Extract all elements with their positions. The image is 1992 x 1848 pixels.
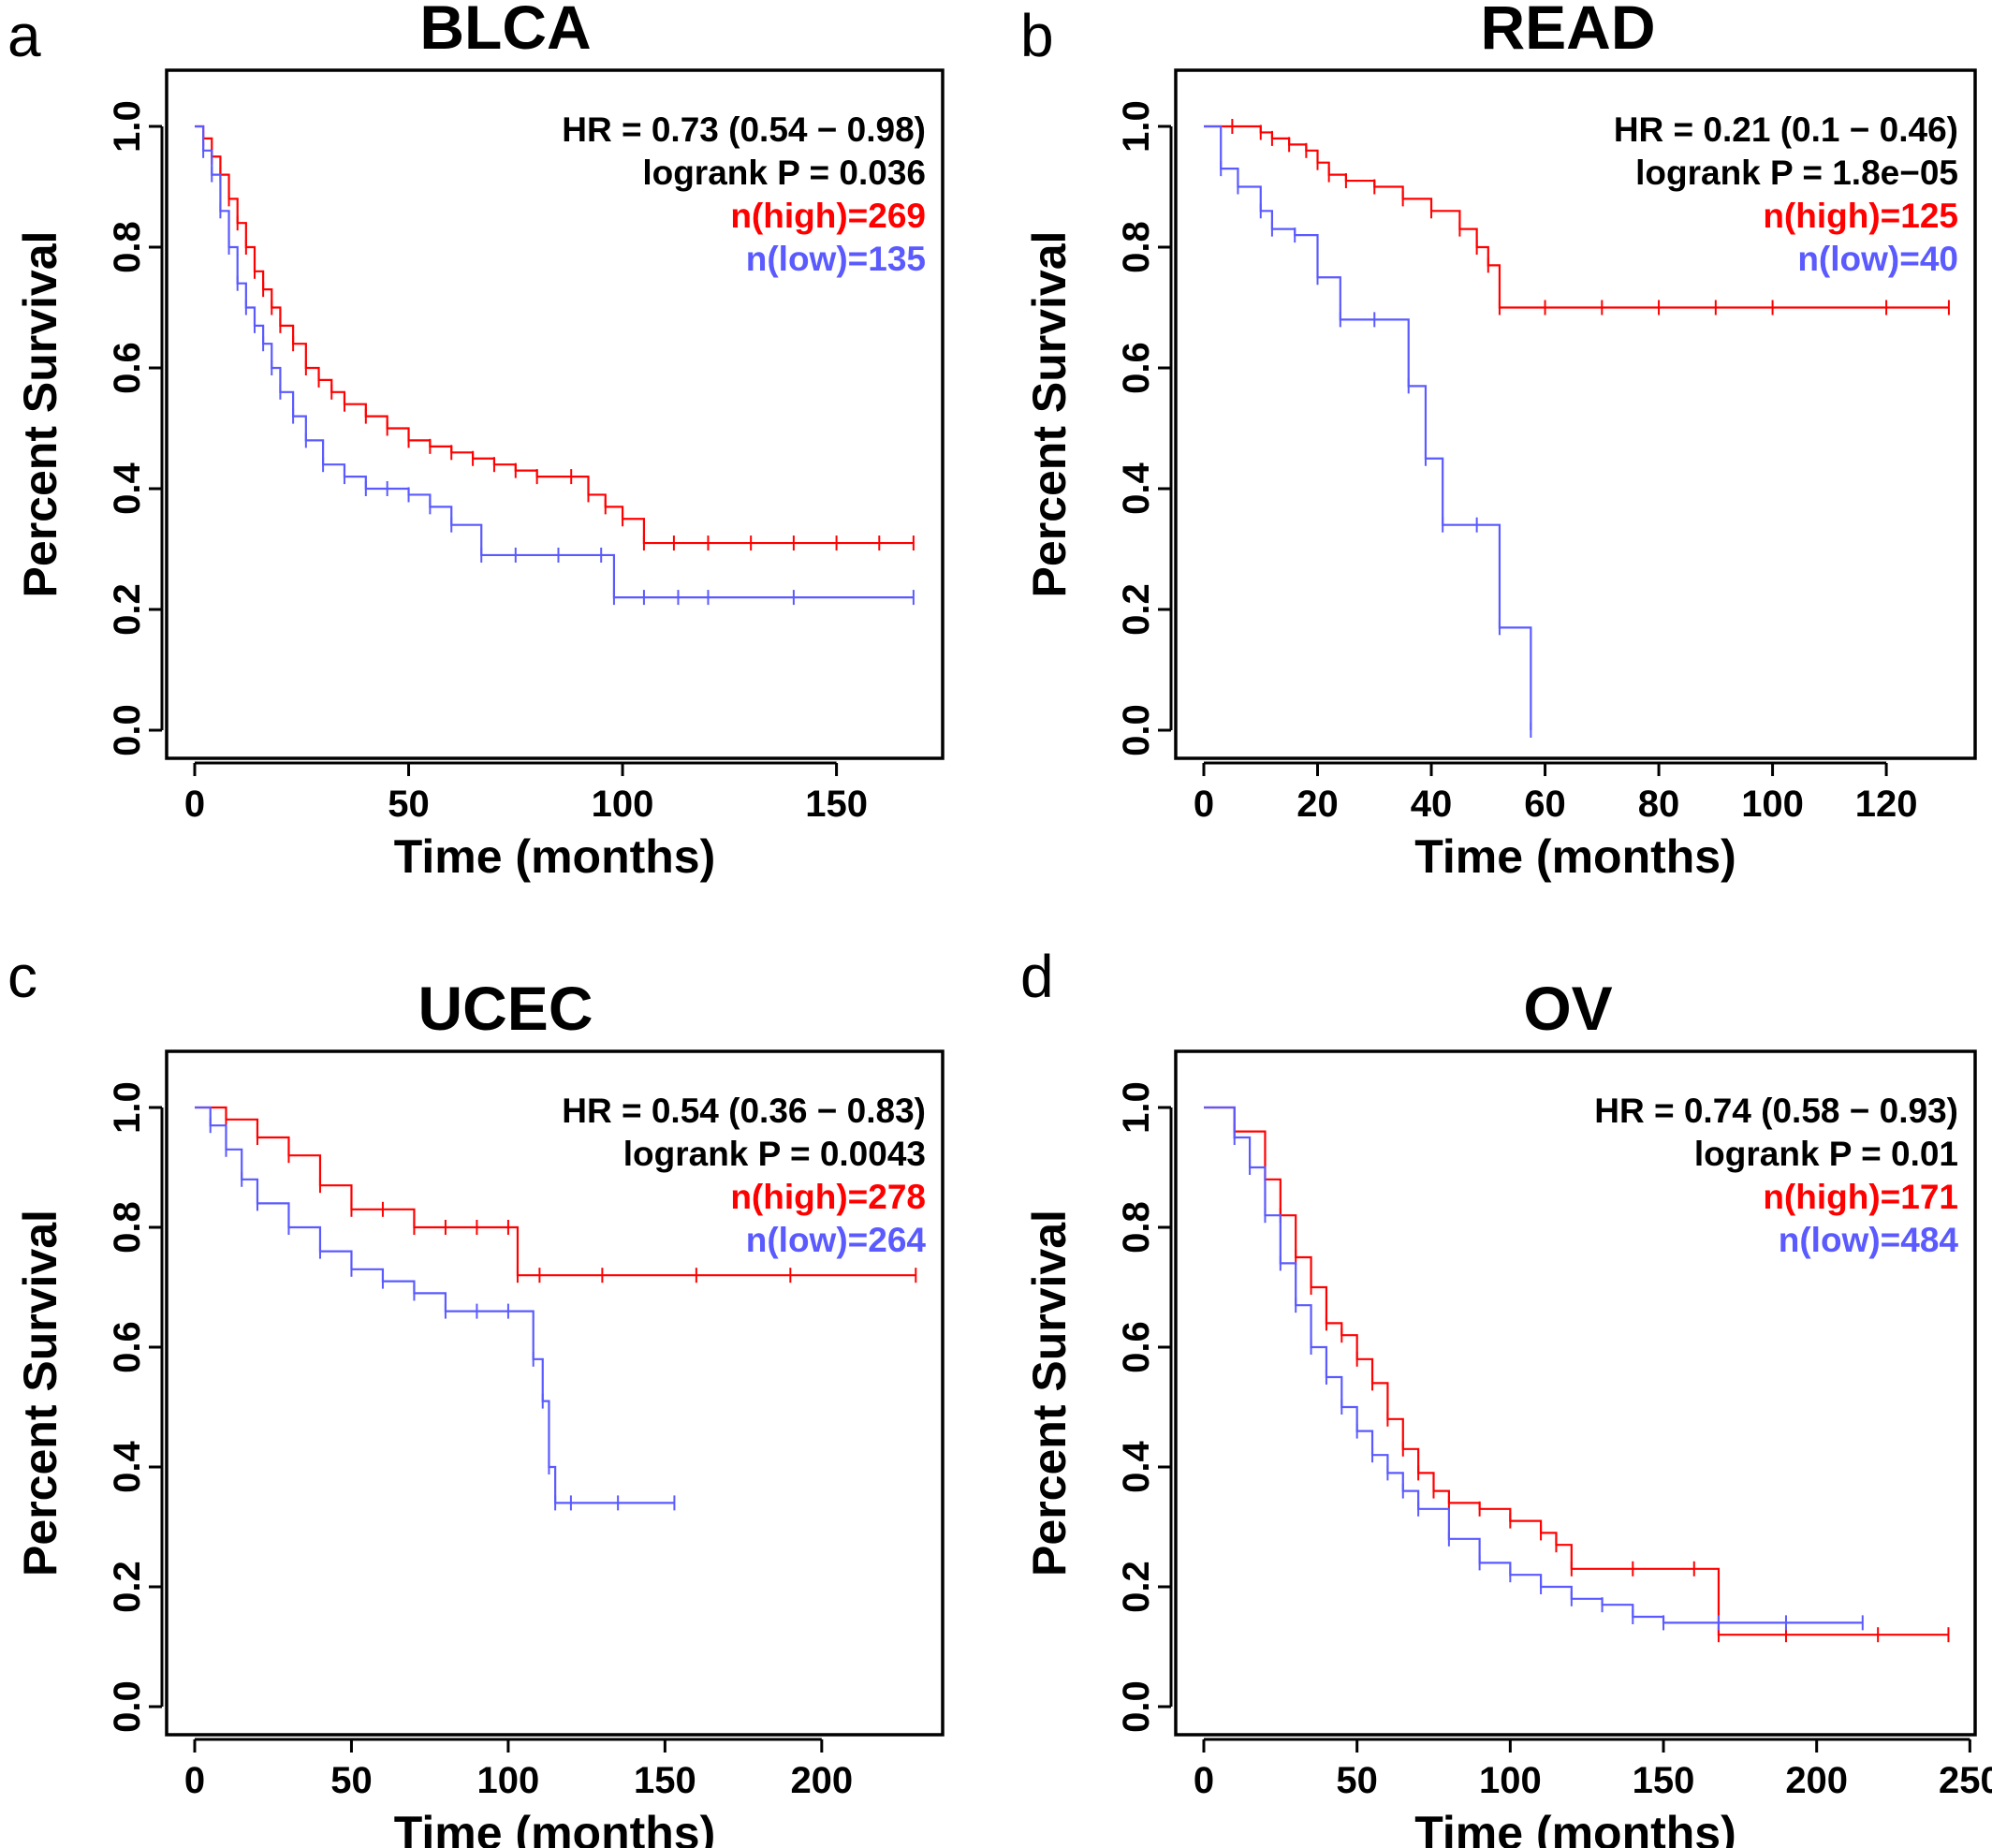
y-tick-label: 0.4 xyxy=(107,1440,148,1492)
curves xyxy=(1204,119,1950,738)
x-tick-label: 120 xyxy=(1855,784,1918,825)
x-tick-label: 60 xyxy=(1524,784,1566,825)
x-tick-label: 200 xyxy=(1785,1760,1848,1801)
logrank-p-label: logrank P = 1.8e−05 xyxy=(1635,154,1958,192)
logrank-p-label: logrank P = 0.0043 xyxy=(623,1135,926,1173)
x-tick-label: 150 xyxy=(634,1760,696,1801)
y-tick-label: 0.2 xyxy=(1116,1561,1157,1613)
y-tick-label: 0.0 xyxy=(107,1680,148,1733)
plot-frame xyxy=(165,68,945,760)
hazard-ratio-label: HR = 0.21 (0.1 − 0.46) xyxy=(1614,110,1958,149)
n-low-label: n(low)=40 xyxy=(1797,240,1958,278)
x-tick-label: 100 xyxy=(477,1760,540,1801)
x-tick-label: 0 xyxy=(184,784,205,825)
panel-a: a BLCA 0.0 0.2 0.4 0.6 0.8 1.0 0 50 100 150 Time (mo… xyxy=(7,0,945,883)
y-tick-label: 0.0 xyxy=(107,704,148,756)
n-high-label: n(high)=171 xyxy=(1763,1178,1958,1216)
hazard-ratio-label: HR = 0.74 (0.58 − 0.93) xyxy=(1594,1092,1958,1130)
x-tick-label: 150 xyxy=(805,784,868,825)
y-tick-label: 0.8 xyxy=(107,221,148,273)
x-tick-label: 0 xyxy=(1194,784,1214,825)
panel-b: b READ 0.0 0.2 0.4 0.6 0.8 1.0 0 20 40 60 80 100 120 Ti… xyxy=(1020,0,1977,883)
panel-title: UCEC xyxy=(417,974,593,1043)
logrank-p-label: logrank P = 0.01 xyxy=(1694,1135,1958,1173)
y-axis-title: Percent Survival xyxy=(1023,1210,1076,1577)
y-tick-label: 0.6 xyxy=(1116,342,1157,394)
n-low-label: n(low)=264 xyxy=(746,1221,927,1259)
x-tick-label: 40 xyxy=(1411,784,1453,825)
x-tick-label: 250 xyxy=(1939,1760,1992,1801)
y-tick-label: 0.6 xyxy=(107,342,148,394)
y-tick-label: 1.0 xyxy=(1116,1081,1157,1134)
x-tick-label: 200 xyxy=(790,1760,853,1801)
hazard-ratio-label: HR = 0.54 (0.36 − 0.83) xyxy=(562,1092,926,1130)
y-tick-label: 0.0 xyxy=(1116,1680,1157,1733)
x-axis-title: Time (months) xyxy=(394,830,716,883)
y-tick-label: 0.4 xyxy=(1116,462,1157,514)
plot-frame xyxy=(165,1049,945,1737)
y-tick-label: 0.2 xyxy=(107,1561,148,1613)
y-tick-label: 1.0 xyxy=(107,100,148,153)
y-tick-label: 0.4 xyxy=(1116,1440,1157,1492)
logrank-p-label: logrank P = 0.036 xyxy=(642,154,926,192)
x-tick-label: 0 xyxy=(184,1760,205,1801)
n-high-label: n(high)=278 xyxy=(730,1178,926,1216)
x-tick-label: 50 xyxy=(388,784,430,825)
y-tick-label: 1.0 xyxy=(1116,100,1157,153)
panel-letter: d xyxy=(1020,943,1054,1010)
panel-letter: a xyxy=(7,2,41,69)
x-tick-label: 150 xyxy=(1633,1760,1695,1801)
panel-letter: c xyxy=(7,943,37,1010)
survival-curve-low xyxy=(195,125,914,599)
y-tick-label: 0.6 xyxy=(1116,1321,1157,1373)
x-tick-label: 50 xyxy=(330,1760,373,1801)
y-tick-label: 0.8 xyxy=(1116,1201,1157,1254)
x-tick-label: 100 xyxy=(1479,1760,1542,1801)
hazard-ratio-label: HR = 0.73 (0.54 − 0.98) xyxy=(562,110,926,149)
n-low-label: n(low)=135 xyxy=(746,240,926,278)
panel-title: READ xyxy=(1480,0,1655,62)
x-axis-title: Time (months) xyxy=(394,1807,716,1848)
panel-d: d OV 0.0 0.2 0.4 0.6 0.8 1.0 0 50 100 150 200 250 Time… xyxy=(1020,943,1992,1848)
y-tick-label: 0.2 xyxy=(107,583,148,636)
survival-curve-low xyxy=(1204,125,1532,730)
panel-title: BLCA xyxy=(419,0,591,62)
panel-letter: b xyxy=(1020,2,1054,69)
x-tick-label: 100 xyxy=(592,784,654,825)
x-axis-title: Time (months) xyxy=(1414,1807,1736,1848)
curves xyxy=(195,1106,917,1511)
n-high-label: n(high)=125 xyxy=(1763,197,1958,235)
y-axis-title: Percent Survival xyxy=(14,1210,66,1577)
y-axis-title: Percent Survival xyxy=(14,231,66,598)
y-axis-title: Percent Survival xyxy=(1023,231,1076,598)
plot-frame xyxy=(1174,68,1977,760)
y-tick-label: 0.6 xyxy=(107,1321,148,1373)
x-tick-label: 0 xyxy=(1194,1760,1214,1801)
y-tick-label: 0.0 xyxy=(1116,704,1157,756)
y-tick-label: 0.4 xyxy=(107,462,148,514)
x-tick-label: 20 xyxy=(1296,784,1339,825)
curves xyxy=(195,125,915,606)
x-axis-title: Time (months) xyxy=(1414,830,1736,883)
y-tick-label: 1.0 xyxy=(107,1081,148,1134)
y-tick-label: 0.8 xyxy=(107,1201,148,1254)
curves xyxy=(1204,1106,1950,1643)
survival-curve-high xyxy=(1204,1106,1949,1636)
x-tick-label: 100 xyxy=(1741,784,1804,825)
y-tick-label: 0.2 xyxy=(1116,583,1157,636)
survival-curve-low xyxy=(195,1106,675,1504)
n-high-label: n(high)=269 xyxy=(730,197,926,235)
panel-c: c UCEC 0.0 0.2 0.4 0.6 0.8 1.0 0 50 100 150 200 Time … xyxy=(7,943,945,1848)
plot-frame xyxy=(1174,1049,1977,1737)
n-low-label: n(low)=484 xyxy=(1779,1221,1959,1259)
x-tick-label: 80 xyxy=(1638,784,1680,825)
panel-title: OV xyxy=(1523,974,1612,1043)
x-tick-label: 50 xyxy=(1336,1760,1378,1801)
y-tick-label: 0.8 xyxy=(1116,221,1157,273)
